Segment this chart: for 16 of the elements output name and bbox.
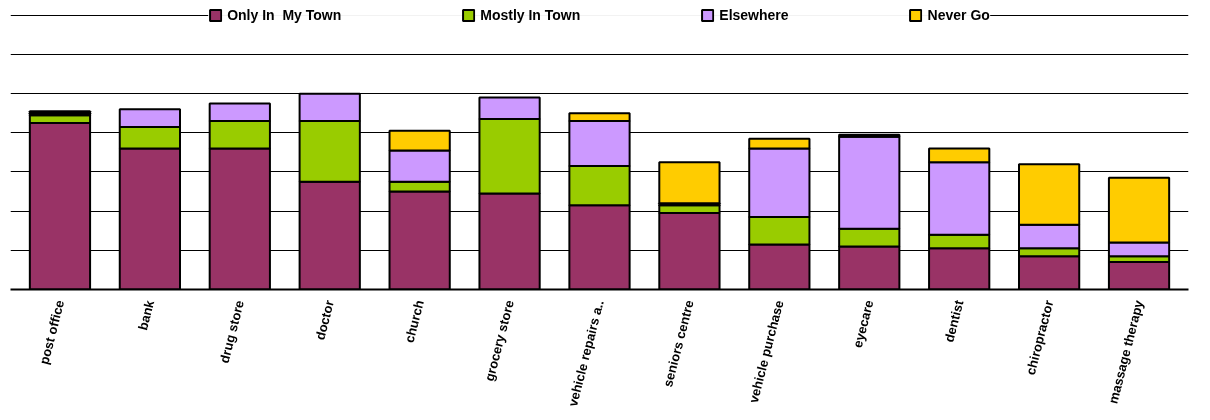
x-tick-label: massage therapy bbox=[1105, 297, 1147, 406]
legend-label: Elsewhere bbox=[719, 7, 789, 23]
x-tick-label: eyecare bbox=[849, 298, 877, 350]
x-tick-label: seniors centre bbox=[660, 298, 697, 389]
x-tick-label: bank bbox=[135, 297, 158, 332]
x-tick-label: vehicle purchase bbox=[745, 298, 787, 405]
x-tick-label: drug store bbox=[216, 298, 248, 365]
x-tick-label: post office bbox=[36, 298, 68, 367]
x-tick-label: church bbox=[401, 298, 427, 345]
legend-label: Never Go bbox=[927, 7, 990, 23]
legend-label: Mostly In Town bbox=[480, 7, 581, 23]
x-tick-label: vehicle repairs a.. bbox=[565, 298, 607, 409]
legend-label: Only In My Town bbox=[227, 7, 342, 23]
x-tick-label: dentist bbox=[941, 297, 967, 344]
x-tick-label: grocery store bbox=[481, 298, 517, 383]
x-tick-label: doctor bbox=[312, 298, 337, 342]
